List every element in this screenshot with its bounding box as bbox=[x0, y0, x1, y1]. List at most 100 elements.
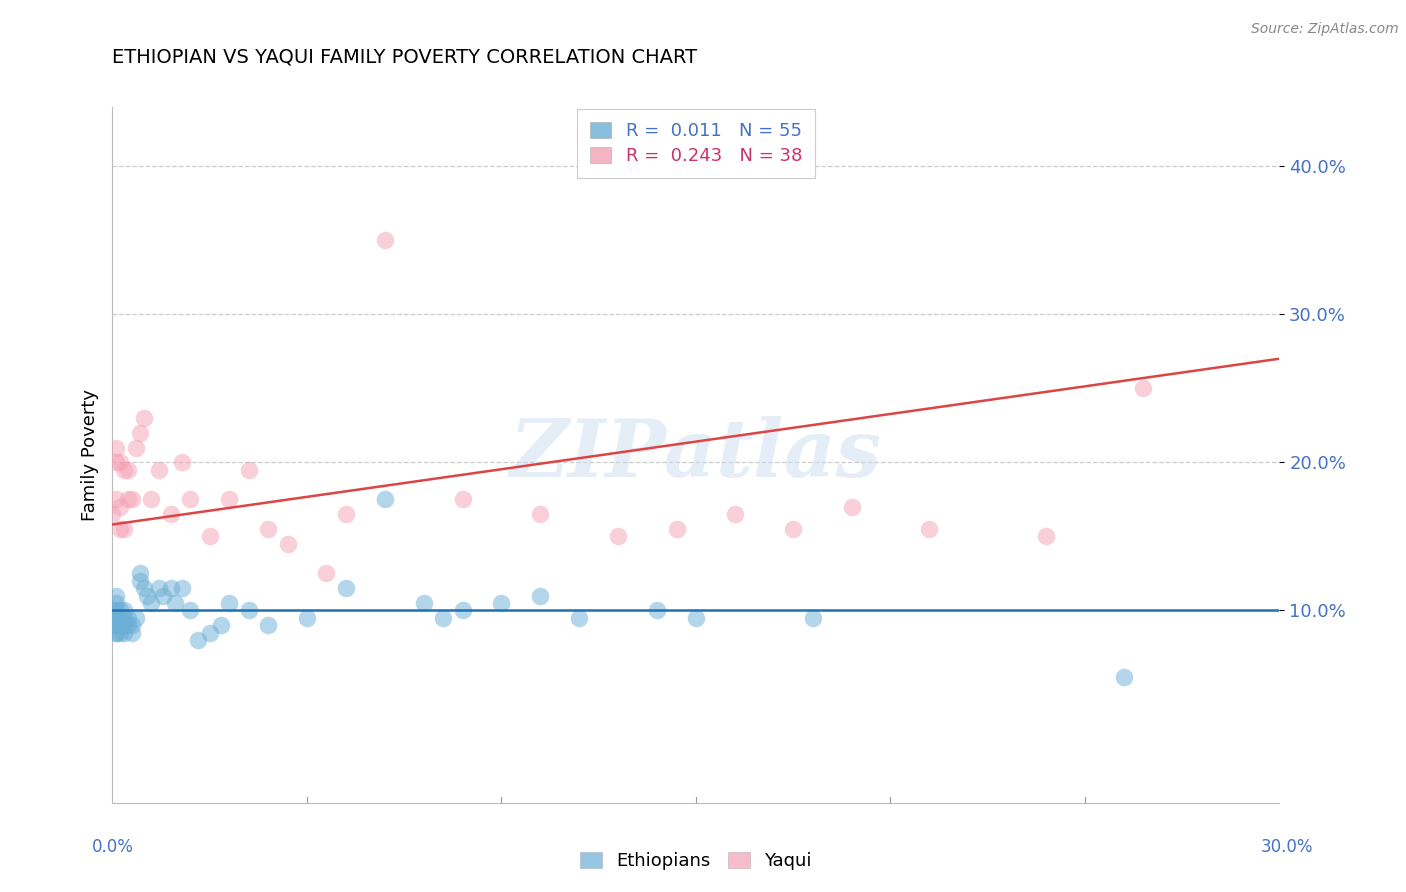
Point bbox=[105, 589, 128, 603]
Point bbox=[276, 537, 298, 551]
Point bbox=[209, 618, 232, 632]
Point bbox=[179, 603, 201, 617]
Point bbox=[148, 581, 170, 595]
Point bbox=[172, 581, 194, 595]
Text: ZIPatlas: ZIPatlas bbox=[510, 417, 882, 493]
Point bbox=[112, 625, 135, 640]
Point bbox=[105, 596, 128, 610]
Point bbox=[105, 603, 128, 617]
Point bbox=[112, 603, 135, 617]
Point bbox=[110, 500, 132, 514]
Point bbox=[607, 529, 630, 543]
Point bbox=[105, 455, 128, 469]
Point bbox=[160, 581, 183, 595]
Point bbox=[101, 507, 124, 521]
Point bbox=[110, 603, 132, 617]
Point bbox=[160, 507, 183, 521]
Point bbox=[163, 596, 186, 610]
Point bbox=[105, 618, 128, 632]
Point bbox=[112, 522, 135, 536]
Point bbox=[491, 596, 513, 610]
Point bbox=[148, 463, 170, 477]
Text: 0.0%: 0.0% bbox=[91, 838, 134, 856]
Point bbox=[125, 611, 148, 625]
Point bbox=[257, 522, 280, 536]
Point bbox=[110, 611, 132, 625]
Point bbox=[121, 492, 143, 507]
Point bbox=[841, 500, 863, 514]
Point bbox=[105, 611, 128, 625]
Point bbox=[132, 411, 155, 425]
Point bbox=[112, 611, 135, 625]
Point bbox=[101, 611, 124, 625]
Point bbox=[724, 507, 747, 521]
Point bbox=[218, 596, 240, 610]
Point bbox=[432, 611, 454, 625]
Point bbox=[105, 611, 128, 625]
Point bbox=[117, 611, 139, 625]
Point bbox=[1112, 670, 1135, 684]
Point bbox=[110, 618, 132, 632]
Point bbox=[685, 611, 707, 625]
Point bbox=[374, 233, 396, 247]
Point bbox=[105, 625, 128, 640]
Point bbox=[238, 603, 260, 617]
Point bbox=[112, 618, 135, 632]
Text: ETHIOPIAN VS YAQUI FAMILY POVERTY CORRELATION CHART: ETHIOPIAN VS YAQUI FAMILY POVERTY CORREL… bbox=[112, 48, 697, 67]
Point bbox=[128, 425, 150, 440]
Point bbox=[295, 611, 318, 625]
Point bbox=[105, 625, 128, 640]
Text: 30.0%: 30.0% bbox=[1260, 838, 1313, 856]
Point bbox=[335, 581, 357, 595]
Point bbox=[110, 625, 132, 640]
Point bbox=[315, 566, 337, 581]
Point bbox=[179, 492, 201, 507]
Point bbox=[187, 632, 209, 647]
Point bbox=[451, 492, 474, 507]
Point bbox=[665, 522, 688, 536]
Point bbox=[117, 492, 139, 507]
Point bbox=[121, 625, 143, 640]
Point bbox=[110, 455, 132, 469]
Point bbox=[152, 589, 174, 603]
Point bbox=[374, 492, 396, 507]
Point bbox=[110, 522, 132, 536]
Point bbox=[105, 441, 128, 455]
Point bbox=[136, 589, 159, 603]
Point bbox=[101, 603, 124, 617]
Point bbox=[451, 603, 474, 617]
Point bbox=[105, 492, 128, 507]
Point bbox=[645, 603, 668, 617]
Point bbox=[918, 522, 941, 536]
Point bbox=[141, 596, 163, 610]
Point bbox=[218, 492, 240, 507]
Point bbox=[117, 618, 139, 632]
Point bbox=[105, 618, 128, 632]
Point bbox=[132, 581, 155, 595]
Point bbox=[238, 463, 260, 477]
Point bbox=[568, 611, 591, 625]
Point bbox=[141, 492, 163, 507]
Point bbox=[257, 618, 280, 632]
Point bbox=[117, 463, 139, 477]
Point bbox=[198, 625, 221, 640]
Point bbox=[1132, 381, 1154, 395]
Point bbox=[125, 441, 148, 455]
Point bbox=[335, 507, 357, 521]
Point bbox=[128, 566, 150, 581]
Point bbox=[1035, 529, 1057, 543]
Point bbox=[801, 611, 824, 625]
Text: Source: ZipAtlas.com: Source: ZipAtlas.com bbox=[1251, 22, 1399, 37]
Point bbox=[128, 574, 150, 588]
Point bbox=[782, 522, 804, 536]
Point bbox=[198, 529, 221, 543]
Y-axis label: Family Poverty: Family Poverty bbox=[80, 389, 98, 521]
Point bbox=[110, 618, 132, 632]
Point bbox=[529, 507, 551, 521]
Point bbox=[121, 618, 143, 632]
Point bbox=[172, 455, 194, 469]
Point bbox=[112, 463, 135, 477]
Legend: Ethiopians, Yaqui: Ethiopians, Yaqui bbox=[572, 845, 820, 877]
Point bbox=[529, 589, 551, 603]
Point bbox=[412, 596, 434, 610]
